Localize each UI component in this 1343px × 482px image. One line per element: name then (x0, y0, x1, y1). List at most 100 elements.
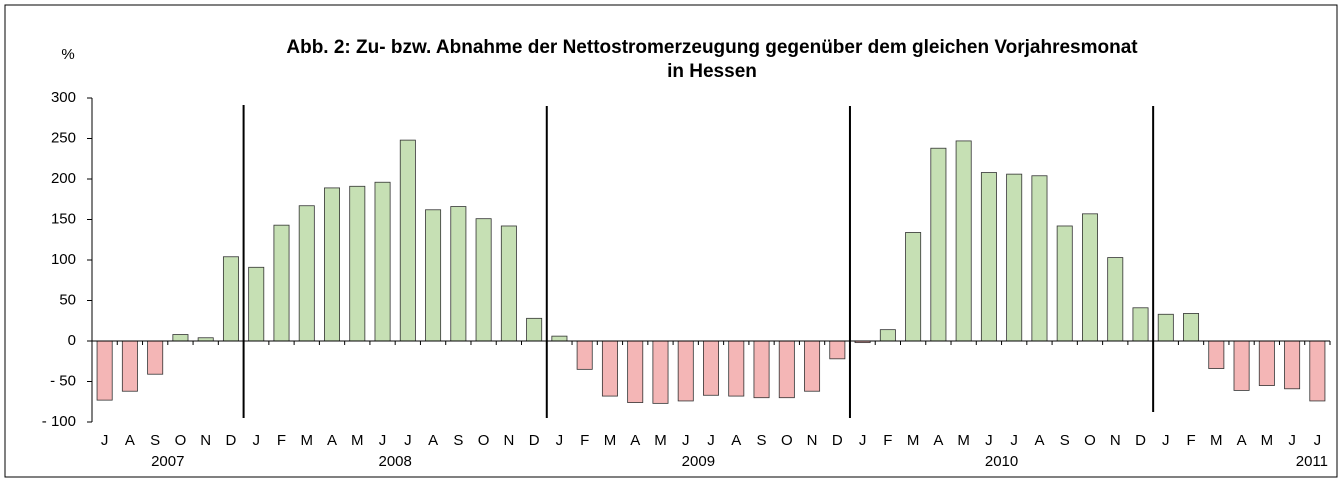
y-axis-label: % (61, 46, 74, 63)
bar (349, 185, 366, 342)
y-tick-label: 250 (51, 129, 76, 146)
x-tick-label: J (707, 432, 715, 449)
x-tick-label: F (580, 432, 589, 449)
x-tick-label: S (1060, 432, 1070, 449)
y-tick-label: 150 (51, 210, 76, 227)
bar (450, 206, 467, 342)
x-tick-label: A (327, 432, 337, 449)
bar (829, 340, 846, 360)
bar (1208, 340, 1225, 369)
x-tick-label: F (883, 432, 892, 449)
bar (1056, 225, 1073, 342)
year-label: 2009 (682, 453, 715, 470)
year-label: 2010 (985, 453, 1018, 470)
bar (273, 224, 290, 342)
x-tick-label: A (125, 432, 135, 449)
bar (728, 340, 745, 397)
bar (703, 340, 719, 396)
bar (1284, 340, 1301, 390)
year-label: 2008 (378, 453, 411, 470)
bar (172, 334, 189, 342)
x-tick-label: N (807, 432, 818, 449)
x-tick-label: J (1288, 432, 1296, 449)
bar (1157, 313, 1174, 342)
x-tick-label: M (1210, 432, 1223, 449)
bar (955, 140, 972, 342)
x-tick-label: O (1084, 432, 1096, 449)
bar (222, 256, 239, 342)
x-tick-label: J (101, 432, 109, 449)
x-tick-label: A (428, 432, 438, 449)
bar (475, 218, 492, 342)
bar (500, 225, 517, 342)
bar (374, 181, 391, 342)
chart-title: Abb. 2: Zu- bzw. Abnahme der Nettostrome… (286, 37, 1138, 58)
x-tick-label: D (832, 432, 843, 449)
bar (1233, 340, 1250, 391)
x-tick-label: M (957, 432, 970, 449)
bar (1132, 307, 1149, 342)
x-tick-label: A (1034, 432, 1044, 449)
x-tick-label: J (1162, 432, 1170, 449)
bar (399, 139, 416, 342)
y-tick-label: 0 (68, 332, 76, 349)
x-tick-label: J (1010, 432, 1018, 449)
x-tick-label: D (226, 432, 237, 449)
bar (1258, 340, 1275, 386)
bar (551, 335, 568, 342)
y-tick-label: - 50 (50, 372, 76, 389)
x-tick-label: N (503, 432, 514, 449)
x-tick-label: F (277, 432, 286, 449)
year-label: 2011 (1296, 453, 1328, 470)
bar (324, 187, 341, 342)
bar (1309, 340, 1326, 402)
bar (147, 340, 164, 375)
bar (526, 317, 543, 342)
x-tick-label: A (731, 432, 741, 449)
x-tick-label: J (404, 432, 412, 449)
bar (576, 340, 593, 370)
x-tick-label: D (1135, 432, 1146, 449)
bar (298, 205, 315, 342)
bar (677, 340, 694, 402)
y-tick-label: 100 (51, 251, 76, 268)
x-tick-label: S (453, 432, 463, 449)
x-tick-label: M (654, 432, 667, 449)
x-tick-label: A (933, 432, 943, 449)
bar (778, 340, 795, 399)
x-tick-label: N (1110, 432, 1121, 449)
bar (1107, 257, 1124, 342)
bar (879, 329, 896, 342)
bar (1183, 313, 1200, 342)
bar (905, 232, 922, 342)
bar (96, 340, 113, 401)
bar (753, 340, 770, 399)
x-tick-label: D (529, 432, 540, 449)
x-tick-label: M (301, 432, 314, 449)
bar (1006, 173, 1023, 342)
x-tick-label: J (859, 432, 867, 449)
chart-title: in Hessen (667, 61, 757, 82)
bar (652, 340, 669, 404)
x-tick-label: M (351, 432, 364, 449)
x-tick-label: M (604, 432, 617, 449)
x-tick-label: J (252, 432, 260, 449)
x-tick-label: J (985, 432, 993, 449)
y-tick-label: 200 (51, 170, 76, 187)
x-tick-label: M (907, 432, 920, 449)
x-tick-label: A (630, 432, 640, 449)
x-tick-label: J (379, 432, 387, 449)
year-label: 2007 (151, 453, 184, 470)
y-tick-label: - 100 (42, 413, 76, 430)
bar (627, 340, 644, 403)
chart-frame (4, 4, 1338, 478)
bar (425, 209, 442, 342)
bar (1082, 213, 1098, 342)
bar (1031, 175, 1048, 342)
bar (980, 172, 997, 342)
x-tick-label: S (757, 432, 767, 449)
bar (601, 340, 618, 397)
bar (804, 340, 821, 392)
x-tick-label: J (682, 432, 690, 449)
